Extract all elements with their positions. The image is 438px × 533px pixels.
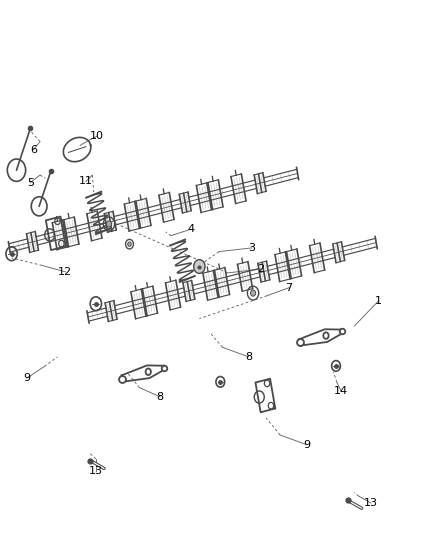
Text: 1: 1 — [375, 296, 382, 306]
Text: 11: 11 — [79, 176, 93, 187]
Text: 4: 4 — [187, 224, 194, 235]
Text: 7: 7 — [285, 283, 293, 293]
Text: 5: 5 — [27, 177, 34, 188]
Text: 10: 10 — [90, 131, 104, 141]
Text: 13: 13 — [89, 466, 103, 476]
Text: 6: 6 — [30, 144, 37, 155]
Text: 9: 9 — [23, 373, 31, 383]
Text: 8: 8 — [245, 352, 252, 362]
Text: 14: 14 — [334, 386, 348, 397]
Text: 13: 13 — [364, 498, 378, 508]
Text: 12: 12 — [58, 267, 72, 277]
Text: 8: 8 — [156, 392, 164, 402]
Circle shape — [128, 242, 131, 246]
Circle shape — [106, 221, 112, 227]
Text: 3: 3 — [248, 243, 255, 253]
Circle shape — [251, 290, 256, 296]
Text: 9: 9 — [303, 440, 310, 450]
Text: 2: 2 — [257, 264, 264, 274]
Circle shape — [194, 260, 205, 273]
